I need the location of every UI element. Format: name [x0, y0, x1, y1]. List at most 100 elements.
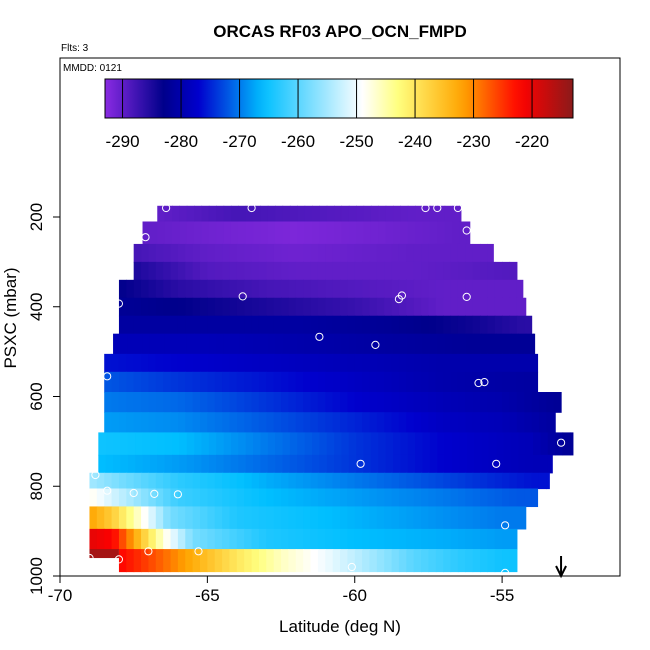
- heatmap-cell: [444, 333, 453, 355]
- heatmap-cell: [172, 454, 180, 474]
- sample-point: [103, 486, 112, 495]
- heatmap-cell: [369, 297, 378, 317]
- heatmap-cell: [487, 549, 496, 573]
- heatmap-cell: [465, 315, 474, 335]
- heatmap-cell: [466, 454, 475, 474]
- x-axis-label: Latitude (deg N): [279, 617, 401, 636]
- heatmap-cell: [192, 488, 201, 508]
- heatmap-cell: [126, 353, 135, 373]
- heatmap-cell: [126, 371, 135, 393]
- heatmap-cell: [457, 412, 466, 433]
- heatmap-cell: [222, 528, 231, 550]
- heatmap-cell: [214, 472, 223, 490]
- heatmap-cell: [229, 412, 238, 433]
- heatmap-cell: [310, 392, 319, 413]
- heatmap-cell: [200, 412, 208, 433]
- sample-point: [150, 489, 159, 498]
- heatmap-cell: [332, 549, 341, 573]
- heatmap-cell: [155, 315, 164, 335]
- heatmap-cell: [303, 315, 312, 335]
- heatmap-cell: [207, 371, 216, 393]
- heatmap-cell: [251, 243, 260, 263]
- heatmap-cell: [244, 472, 253, 490]
- heatmap-cell: [332, 506, 341, 530]
- heatmap-cell: [398, 315, 407, 335]
- heatmap-cell: [141, 279, 150, 299]
- heatmap-cell: [310, 243, 319, 263]
- heatmap-cell: [288, 412, 297, 433]
- sample-point: [433, 203, 442, 213]
- heatmap-cell: [487, 488, 496, 508]
- down-arrow-icon: [555, 556, 567, 579]
- heatmap-cell: [385, 432, 394, 456]
- heatmap-cell: [435, 371, 444, 393]
- x-tick-label: -55: [490, 586, 515, 605]
- heatmap-cell: [465, 506, 474, 530]
- heatmap-cell: [531, 472, 540, 490]
- heatmap-cell: [370, 333, 379, 355]
- heatmap-cell: [236, 392, 245, 413]
- heatmap-cell: [452, 454, 460, 474]
- heatmap-cell: [142, 454, 151, 474]
- heatmap-cell: [516, 353, 525, 373]
- heatmap-cell: [444, 454, 453, 474]
- heatmap-cell: [518, 432, 527, 456]
- heatmap-cell: [474, 454, 483, 474]
- heatmap-cell: [194, 205, 203, 223]
- heatmap-cell: [362, 528, 371, 550]
- heatmap-cell: [391, 243, 400, 263]
- heatmap-cell: [531, 488, 539, 508]
- heatmap-cell: [186, 205, 195, 223]
- heatmap-cell: [465, 261, 474, 281]
- heatmap-cell: [325, 297, 334, 317]
- heatmap-cell: [332, 472, 341, 490]
- heatmap-cell: [244, 353, 253, 373]
- heatmap-cell: [214, 412, 223, 433]
- heatmap-cell: [155, 392, 164, 413]
- heatmap-cell: [407, 221, 416, 245]
- flights-note: Flts: 3: [61, 43, 89, 54]
- heatmap-cell: [207, 412, 216, 433]
- heatmap-cell: [179, 221, 188, 245]
- heatmap-cell: [303, 279, 312, 299]
- heatmap-cell: [443, 315, 452, 335]
- heatmap-cell: [347, 279, 356, 299]
- heatmap-cell: [207, 297, 216, 317]
- heatmap-cell: [450, 315, 459, 335]
- heatmap-cell: [207, 528, 216, 550]
- heatmap-cell: [362, 392, 371, 413]
- heatmap-cell: [310, 279, 319, 299]
- heatmap-cell: [356, 432, 365, 456]
- heatmap-cell: [244, 297, 253, 317]
- heatmap-cell: [494, 315, 503, 335]
- heatmap-cell: [105, 432, 114, 456]
- heatmap-cell: [393, 454, 402, 474]
- heatmap-cell: [435, 528, 444, 550]
- heatmap-cell: [266, 243, 275, 263]
- heatmap-cell: [354, 371, 363, 393]
- heatmap-cell: [288, 392, 297, 413]
- heatmap-cell: [148, 353, 157, 373]
- heatmap-cell: [480, 412, 488, 433]
- heatmap-cell: [289, 333, 298, 355]
- heatmap-cell: [133, 261, 142, 281]
- heatmap-cell: [443, 412, 452, 433]
- heatmap-cell: [177, 315, 186, 335]
- heatmap-cell: [376, 261, 385, 281]
- heatmap-cell: [288, 279, 297, 299]
- heatmap-cell: [258, 315, 267, 335]
- heatmap-cell: [266, 488, 275, 508]
- heatmap-cell: [258, 528, 267, 550]
- heatmap-cell: [251, 315, 260, 335]
- heatmap-cell: [406, 392, 415, 413]
- heatmap-cell: [502, 315, 511, 335]
- heatmap-cell: [200, 353, 208, 373]
- heatmap-cell: [149, 432, 158, 456]
- sample-point: [114, 299, 124, 308]
- heatmap-cell: [457, 506, 466, 530]
- heatmap-cell: [362, 371, 371, 393]
- x-axis: -70 -65 -60 -55: [48, 575, 515, 605]
- sample-point: [480, 378, 489, 387]
- heatmap-cell: [127, 333, 136, 355]
